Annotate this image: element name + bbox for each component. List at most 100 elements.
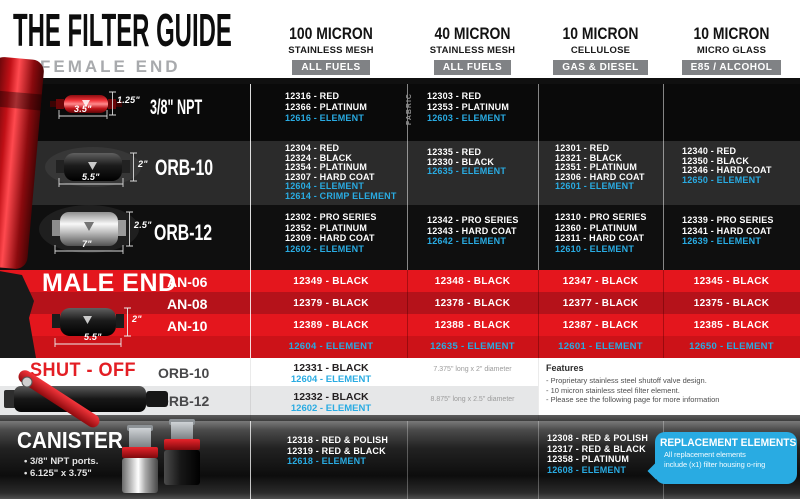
part-number: 12301 - RED — [555, 143, 610, 153]
part-number: 12345 - BLACK — [693, 276, 770, 287]
part-number: 12388 - BLACK — [434, 320, 511, 331]
cell-orb10-100micron: 12304 - RED 12324 - BLACK 12354 - PLATIN… — [285, 143, 397, 201]
callout-tail — [647, 462, 665, 480]
part-number: 12331 - BLACK — [293, 362, 369, 374]
part-number: 12347 - BLACK — [562, 276, 639, 287]
feature-item: - 10 micron stainless steel filter eleme… — [546, 385, 680, 395]
features-block: Features - Proprietary stainless steel s… — [546, 363, 719, 405]
part-number: 12310 - PRO SERIES — [555, 212, 647, 222]
element-number: 12635 - ELEMENT — [427, 166, 507, 176]
part-number: 12377 - BLACK — [562, 298, 639, 309]
row-label-npt: 3/8" NPT — [150, 96, 203, 119]
element-number: 12604 - ELEMENT — [285, 181, 365, 191]
part-number: 12304 - RED — [285, 143, 340, 153]
part-number: 12343 - HARD COAT — [427, 225, 517, 236]
column-header-40-micron: 40 MICRON STAINLESS MESH ALL FUELS — [407, 24, 538, 75]
part-number: 12387 - BLACK — [562, 320, 639, 331]
canister-spec: • 3/8" NPT ports. — [24, 456, 99, 467]
part-number: 12330 - BLACK — [427, 156, 495, 167]
part-number: 12379 - BLACK — [293, 298, 369, 309]
element-number: 12618 - ELEMENT — [287, 456, 367, 466]
fuel-badge: ALL FUELS — [292, 60, 370, 75]
part-number: 12366 - PLATINUM — [285, 102, 368, 112]
part-number: 12341 - HARD COAT — [682, 225, 772, 236]
row-orb12: ORB-12 12302 - PRO SERIES 12352 - PLATIN… — [0, 205, 800, 270]
part-number: 12316 - RED — [285, 91, 340, 101]
part-number: 12303 - RED — [427, 91, 482, 101]
part-number: 12311 - HARD COAT — [555, 233, 645, 243]
part-number: 12360 - PLATINUM — [555, 222, 638, 233]
element-number: 12604 - ELEMENT — [288, 341, 374, 352]
replacement-elements-callout: REPLACEMENT ELEMENTS All replacement ele… — [647, 432, 797, 484]
fuel-badge: GAS & DIESEL — [553, 60, 648, 75]
row-label-an08: AN-08 — [167, 296, 208, 312]
dimension-note: 7.375" long x 2" diameter — [433, 366, 512, 373]
part-number: 12302 - PRO SERIES — [285, 212, 377, 222]
element-number: 12608 - ELEMENT — [547, 464, 627, 475]
cell-orb12-100micron: 12302 - PRO SERIES 12352 - PLATINUM 1230… — [285, 212, 377, 254]
part-number: 12389 - BLACK — [293, 320, 369, 331]
features-title: Features — [546, 363, 584, 373]
feature-item: - Please see the following page for more… — [546, 395, 720, 404]
part-number: 12378 - BLACK — [434, 298, 511, 309]
part-number: 12335 - RED — [427, 147, 482, 157]
section-shut-off: SHUT - OFF ORB-10 ORB-12 12331 - BLACK 1… — [0, 358, 800, 421]
replacement-body: All replacement elements — [664, 450, 746, 459]
column-media: MICRO GLASS — [696, 45, 767, 56]
fuel-badge: ALL FUELS — [433, 60, 512, 75]
part-number: 12353 - PLATINUM — [427, 102, 510, 112]
element-number: 12601 - ELEMENT — [555, 181, 635, 191]
replacement-title: REPLACEMENT ELEMENTS — [659, 437, 797, 449]
element-number: 12635 - ELEMENT — [430, 341, 515, 352]
shut-off-title: SHUT - OFF — [30, 360, 137, 381]
part-number: 12358 - PLATINUM — [547, 454, 630, 464]
column-header-100-micron: 100 MICRON STAINLESS MESH ALL FUELS — [255, 24, 407, 75]
column-micron: 40 MICRON — [434, 24, 511, 43]
part-number: 12348 - BLACK — [434, 276, 511, 287]
part-number: 12317 - RED & BLACK — [547, 443, 646, 454]
cell-orb12-40micron: 12342 - PRO SERIES 12343 - HARD COAT 126… — [427, 215, 519, 247]
element-number: 12650 - ELEMENT — [689, 341, 774, 352]
canister-title: CANISTER — [17, 427, 123, 453]
cell-canister-cellulose: 12308 - RED & POLISH 12317 - RED & BLACK… — [547, 433, 648, 475]
cell-canister-100micron: 12318 - RED & POLISH 12319 - RED & BLACK… — [287, 435, 388, 467]
fabric-note: FABRIC — [406, 93, 413, 126]
feature-item: - Proprietary stainless steel shutoff va… — [546, 376, 707, 385]
header: THE FILTER GUIDE FEMALE END 100 MICRON S… — [0, 0, 800, 84]
canister-spec: • 6.125" x 3.75" — [24, 468, 92, 479]
column-media: STAINLESS MESH — [288, 45, 374, 56]
section-male-end: MALE END AN-06 AN-08 AN-10 12349 - BLACK… — [0, 269, 800, 358]
table-top-rule — [0, 78, 800, 84]
column-micron: 10 MICRON — [562, 24, 639, 43]
row-label-shutoff-orb12: ORB-12 — [158, 393, 210, 409]
row-label-shutoff-orb10: ORB-10 — [158, 365, 210, 381]
part-number: 12349 - BLACK — [293, 276, 369, 287]
page-title: THE FILTER GUIDE — [13, 4, 232, 56]
part-number: 12354 - PLATINUM — [285, 162, 368, 172]
part-number: 12306 - HARD COAT — [555, 171, 645, 182]
row-npt: 3/8" NPT 12316 - RED 12366 - PLATINUM 12… — [0, 84, 800, 141]
cell-orb12-cellulose: 12310 - PRO SERIES 12360 - PLATINUM 1231… — [555, 212, 647, 254]
cell-orb10-microglass: 12340 - RED 12350 - BLACK 12346 - HARD C… — [682, 146, 772, 185]
dimension-note: 8.875" long x 2.5" diameter — [430, 396, 515, 403]
column-micron: 100 MICRON — [289, 24, 373, 43]
part-number: 12307 - HARD COAT — [285, 171, 375, 182]
row-label-an06: AN-06 — [167, 274, 208, 290]
element-number: 12610 - ELEMENT — [555, 243, 635, 254]
row-orb10: ORB-10 12304 - RED 12324 - BLACK 12354 -… — [0, 141, 800, 205]
female-end-label: FEMALE END — [40, 57, 181, 76]
part-number: 12339 - PRO SERIES — [682, 215, 774, 225]
column-micron: 10 MICRON — [693, 24, 770, 43]
cell-orb12-microglass: 12339 - PRO SERIES 12341 - HARD COAT 126… — [682, 215, 774, 247]
column-media: CELLULOSE — [570, 45, 631, 56]
element-number: 12614 - CRIMP ELEMENT — [285, 190, 397, 201]
element-number: 12642 - ELEMENT — [427, 236, 507, 246]
cell-npt-100micron: 12316 - RED 12366 - PLATINUM 12616 - ELE… — [285, 91, 367, 124]
column-header-10-micron-cellulose: 10 MICRON CELLULOSE GAS & DIESEL — [538, 24, 663, 75]
part-number: 12309 - HARD COAT — [285, 233, 375, 243]
element-number: 12604 - ELEMENT — [290, 374, 372, 385]
replacement-body: include (x1) filter housing o-ring — [664, 460, 766, 469]
element-number: 12601 - ELEMENT — [558, 341, 643, 352]
cell-orb10-cellulose: 12301 - RED 12321 - BLACK 12351 - PLATIN… — [555, 143, 645, 192]
